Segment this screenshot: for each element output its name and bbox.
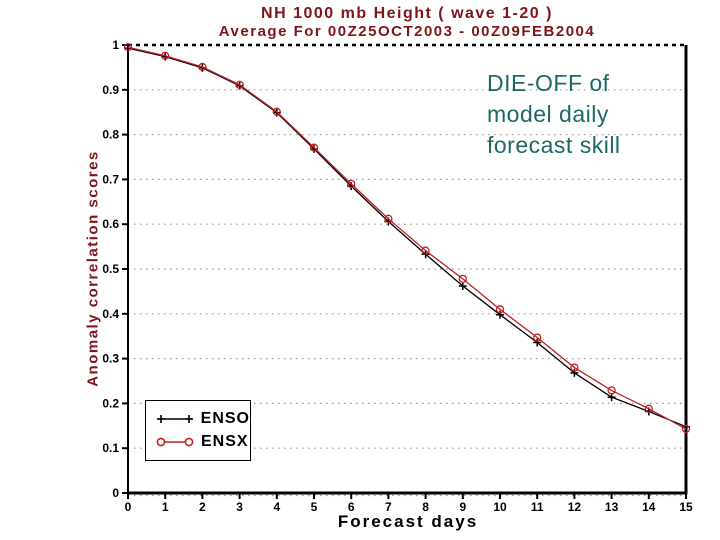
y-tick-label: 0 [112, 486, 119, 500]
circle-marker [495, 305, 505, 314]
circle-marker [272, 107, 281, 116]
x-tick-label: 9 [459, 500, 466, 514]
y-tick-label: 0.7 [102, 172, 119, 186]
x-tick-label: 4 [273, 500, 280, 514]
legend-label-ensx: ENSX [201, 433, 249, 450]
x-tick-label: 1 [162, 500, 169, 514]
circle-marker [644, 404, 653, 413]
chart-title: NH 1000 mb Height ( wave 1-20 ) Average … [128, 4, 686, 41]
y-tick-label: 0.1 [102, 441, 119, 455]
annotation-line: model daily [487, 101, 609, 127]
circle-marker [198, 62, 207, 72]
annotation-line: DIE-OFF of [487, 70, 610, 96]
plus-marker [496, 310, 504, 319]
circle-marker [309, 143, 319, 152]
y-tick-label: 0.5 [102, 262, 119, 276]
y-tick-label: 0.9 [102, 83, 119, 97]
legend: ENSO ENSX [145, 400, 251, 461]
x-tick-label: 12 [568, 500, 582, 514]
x-tick-label: 11 [531, 500, 544, 514]
annotation-line: forecast skill [487, 132, 621, 158]
die-off-annotation: DIE-OFF of model daily forecast skill [487, 68, 621, 161]
circle-marker [235, 80, 244, 90]
plus-marker [458, 282, 467, 291]
x-tick-label: 0 [125, 500, 132, 514]
y-tick-label: 0.3 [102, 352, 119, 366]
x-tick-label: 2 [199, 500, 206, 514]
plus-marker [533, 338, 542, 347]
y-tick-label: 0.4 [102, 307, 119, 321]
ensx-circle-line-icon [156, 437, 194, 447]
circle-marker [533, 333, 542, 342]
x-tick-label: 6 [348, 500, 355, 514]
legend-item-enso: ENSO [154, 410, 250, 428]
x-axis-label: Forecast days [337, 512, 479, 531]
x-tick-label: 10 [493, 500, 507, 514]
y-tick-label: 0.2 [102, 396, 119, 410]
x-tick-label: 15 [679, 500, 693, 514]
x-tick-label: 13 [605, 500, 619, 514]
plus-marker [570, 368, 579, 377]
x-tick-label: 14 [642, 500, 656, 514]
circle-marker [123, 43, 133, 52]
series-line-ensx [127, 46, 687, 430]
circle-marker [681, 424, 691, 434]
y-tick-label: 0.6 [102, 217, 119, 231]
circle-marker [570, 363, 579, 372]
legend-item-ensx: ENSX [154, 433, 250, 451]
x-tick-label: 5 [311, 500, 318, 514]
chart-title-line2: Average For 00Z25OCT2003 - 00Z09FEB2004 [218, 23, 596, 40]
circle-marker [161, 51, 170, 60]
chart-title-line1: NH 1000 mb Height ( wave 1-20 ) [261, 5, 553, 22]
circle-marker [347, 179, 356, 189]
enso-plus-line-icon [157, 415, 193, 423]
legend-label-enso: ENSO [200, 410, 250, 427]
y-tick-label: 0.8 [102, 128, 119, 142]
x-tick-label: 7 [385, 500, 392, 514]
series-line-enso [127, 47, 687, 428]
circle-marker [458, 274, 467, 284]
y-tick-label: 1 [112, 38, 119, 52]
circle-marker [607, 386, 616, 395]
circle-marker [421, 246, 430, 255]
x-tick-label: 3 [236, 500, 243, 514]
circle-marker [384, 214, 393, 223]
x-tick-label: 8 [422, 500, 429, 514]
